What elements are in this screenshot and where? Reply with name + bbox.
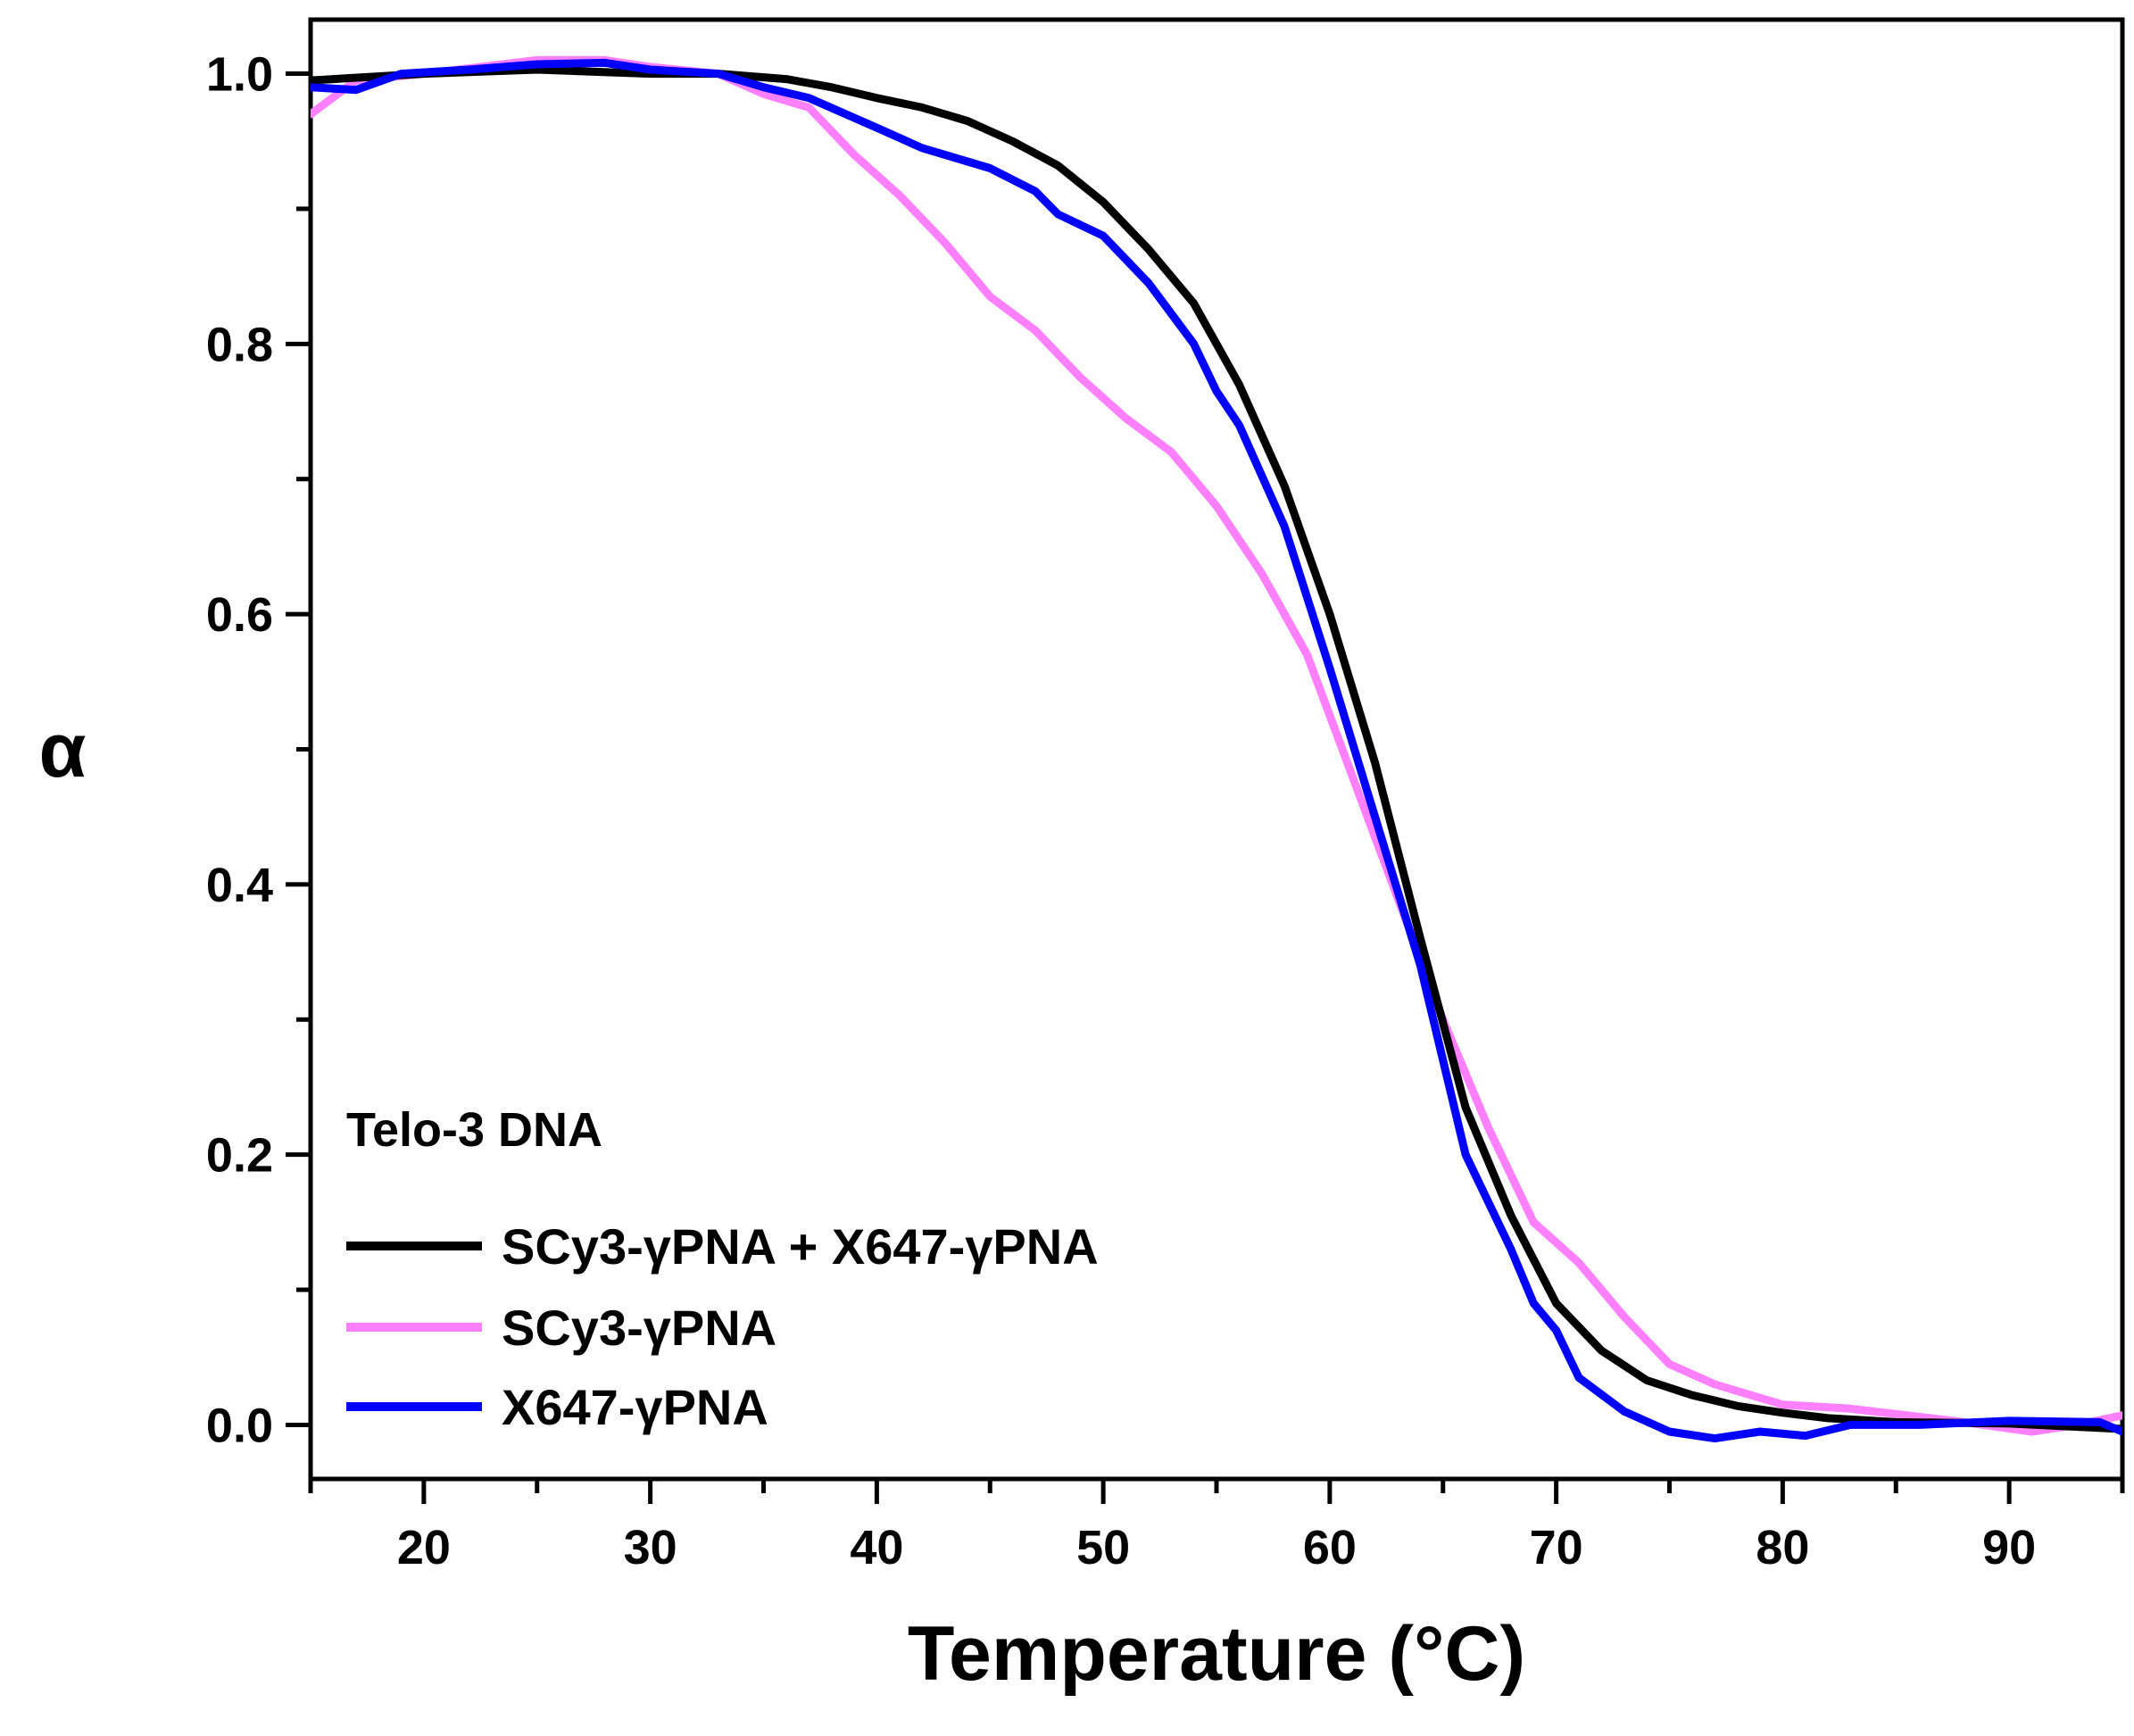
y-tick-label: 0.4 xyxy=(206,859,273,912)
x-axis-ticks: 20 30 40 50 60 70 80 90 xyxy=(308,1479,2125,1574)
x-axis-title: Temperature (°C) xyxy=(908,1611,1525,1697)
legend-title: Telo-3 DNA xyxy=(346,1103,602,1157)
legend-label-1: SCy3-γPNA xyxy=(502,1300,776,1356)
legend: Telo-3 DNA SCy3-γPNA + X647-γPNASCy3-γPN… xyxy=(346,1103,1099,1435)
y-tick-label: 0.0 xyxy=(206,1399,273,1452)
legend-items: SCy3-γPNA + X647-γPNA SCy3-γPNA X647-γPNA xyxy=(346,1218,1099,1435)
x-tick-label: 50 xyxy=(1076,1521,1130,1574)
x-tick-label: 30 xyxy=(624,1521,677,1574)
x-tick-label: 40 xyxy=(850,1521,903,1574)
y-axis-ticks: 0.0 0.2 0.4 0.6 0.8 1.0 xyxy=(206,48,311,1452)
series-line-0 xyxy=(311,65,2122,1433)
legend-label-0: SCy3-γPNA + X647-γPNA xyxy=(502,1218,1099,1275)
y-tick-label: 1.0 xyxy=(206,48,273,102)
legend-label-2: X647-γPNA xyxy=(502,1379,768,1435)
x-tick-label: 80 xyxy=(1756,1521,1809,1574)
y-tick-label: 0.2 xyxy=(206,1129,273,1183)
series-layer xyxy=(311,55,2122,1443)
y-axis-title: α xyxy=(39,708,87,793)
series-line-2 xyxy=(311,58,2122,1443)
x-tick-label: 70 xyxy=(1530,1521,1583,1574)
x-tick-label: 90 xyxy=(1982,1521,2036,1574)
y-tick-label: 0.8 xyxy=(206,318,273,371)
y-tick-label: 0.6 xyxy=(206,588,273,642)
x-tick-label: 60 xyxy=(1303,1521,1357,1574)
x-tick-label: 20 xyxy=(397,1521,451,1574)
